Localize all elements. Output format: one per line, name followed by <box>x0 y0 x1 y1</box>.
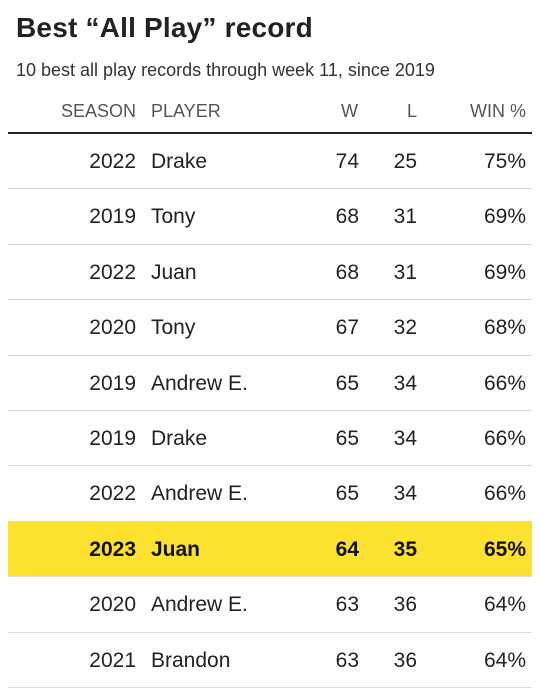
cell-season: 2020 <box>89 593 136 617</box>
table-row: 2022 Juan 68 31 69% <box>8 245 532 301</box>
cell-wins: 68 <box>335 205 359 229</box>
cell-losses: 34 <box>393 482 417 506</box>
cell-season: 2019 <box>89 205 136 229</box>
cell-wins: 63 <box>335 648 359 672</box>
cell-wins: 65 <box>335 371 359 395</box>
header-season: SEASON <box>60 101 136 121</box>
header-player: PLAYER <box>151 101 221 121</box>
cell-losses: 31 <box>393 205 417 229</box>
cell-losses: 32 <box>393 316 417 340</box>
cell-player: Andrew E. <box>151 593 248 617</box>
cell-losses: 31 <box>393 260 417 284</box>
cell-season: 2022 <box>89 150 136 173</box>
cell-win-pct: 69% <box>483 205 526 229</box>
cell-win-pct: 64% <box>483 648 526 672</box>
cell-win-pct: 66% <box>483 371 526 395</box>
cell-losses: 36 <box>393 648 417 672</box>
header-wins: W <box>341 101 358 121</box>
table-row: 2020 Tony 67 32 68% <box>8 300 532 356</box>
cell-win-pct: 66% <box>483 482 526 506</box>
cell-win-pct: 75% <box>483 150 526 173</box>
table-row: 2021 Brandon 63 36 64% <box>8 633 532 688</box>
cell-win-pct: 64% <box>483 593 526 617</box>
chart-title: Best “All Play” record <box>16 12 313 43</box>
cell-player: Juan <box>151 260 197 284</box>
table-row: 2019 Drake 65 34 66% <box>8 411 532 467</box>
table-row: 2022 Andrew E. 65 34 66% <box>8 466 532 522</box>
cell-win-pct: 69% <box>483 260 526 284</box>
cell-win-pct: 66% <box>483 426 526 450</box>
cell-wins: 65 <box>335 426 359 450</box>
table-body: 2022 Drake 74 25 75% 2019 Tony 68 31 69% 2022 Juan 6… <box>8 134 532 688</box>
cell-wins: 67 <box>335 316 359 340</box>
cell-player: Andrew E. <box>151 371 248 395</box>
cell-player: Andrew E. <box>151 482 248 506</box>
table-row: 2020 Andrew E. 63 36 64% <box>8 577 532 633</box>
cell-losses: 34 <box>393 426 417 450</box>
cell-wins: 65 <box>335 482 359 506</box>
cell-season: 2019 <box>89 371 136 395</box>
cell-losses: 25 <box>393 150 417 173</box>
header-losses: L <box>406 101 417 121</box>
cell-season: 2022 <box>89 260 136 284</box>
cell-player: Drake <box>151 150 208 173</box>
cell-wins: 64 <box>335 537 359 561</box>
cell-player: Tony <box>151 316 196 340</box>
cell-losses: 36 <box>393 593 417 617</box>
cell-wins: 63 <box>335 593 359 617</box>
cell-player: Tony <box>151 205 196 229</box>
cell-season: 2019 <box>89 426 136 450</box>
table-row-highlighted: 2023 Juan 64 35 65% <box>8 521 532 578</box>
cell-season: 2021 <box>89 648 136 672</box>
cell-season: 2023 <box>89 537 136 561</box>
cell-win-pct: 65% <box>483 537 526 561</box>
cell-season: 2020 <box>89 316 136 340</box>
header-win-pct: WIN % <box>470 101 526 121</box>
cell-player: Juan <box>151 537 201 561</box>
cell-season: 2022 <box>89 482 136 506</box>
chart-subtitle: 10 best all play records through week 11… <box>16 60 435 80</box>
cell-losses: 34 <box>393 371 417 395</box>
table-header: SEASON PLAYER W L WIN % <box>8 96 532 134</box>
cell-wins: 68 <box>335 260 359 284</box>
cell-player: Brandon <box>151 648 231 672</box>
cell-losses: 35 <box>393 537 417 561</box>
table-row: 2019 Tony 68 31 69% <box>8 189 532 245</box>
cell-player: Drake <box>151 426 208 450</box>
cell-win-pct: 68% <box>483 316 526 340</box>
table-row: 2019 Andrew E. 65 34 66% <box>8 356 532 411</box>
table-row: 2022 Drake 74 25 75% <box>8 134 532 190</box>
cell-wins: 74 <box>335 150 359 173</box>
